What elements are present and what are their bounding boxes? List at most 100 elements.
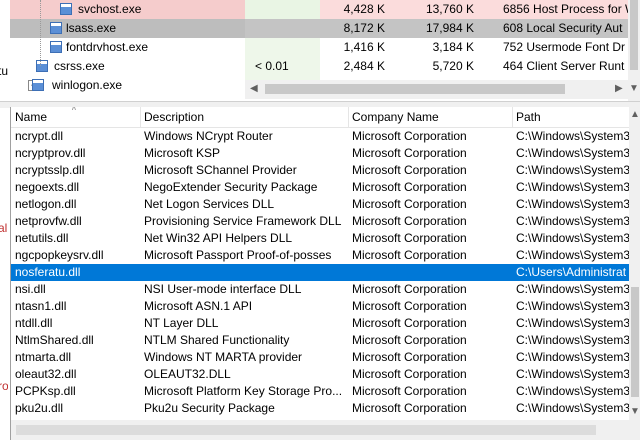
- dll-description: Net Win32 API Helpers DLL: [144, 231, 293, 245]
- scroll-thumb[interactable]: [630, 0, 638, 70]
- dll-row[interactable]: pku2u.dll Pku2u Security Package Microsoft…: [11, 400, 630, 417]
- dll-description: NTLM Shared Functionality: [144, 333, 290, 347]
- name-cell-bg: [10, 38, 245, 57]
- dll-description: Microsoft ASN.1 API: [144, 299, 253, 313]
- list-header: Name Description Company Name Path ∧: [11, 107, 629, 128]
- dll-path: C:\Windows\System3: [516, 180, 630, 194]
- dll-name: nosferatu.dll: [15, 265, 81, 279]
- name-cell-bg: [10, 19, 245, 38]
- dll-path: C:\Windows\System3: [516, 316, 630, 330]
- scroll-thumb[interactable]: [631, 287, 639, 397]
- dll-row[interactable]: nosferatu.dll C:\Users\Administrat: [11, 264, 629, 281]
- dll-path: C:\Windows\System3: [516, 163, 630, 177]
- process-row[interactable]: fontdrvhost.exe 1,416 K 3,184 K 752 Usermod…: [10, 38, 628, 57]
- dll-company: Microsoft Corporation: [352, 384, 467, 398]
- dll-name: ntdll.dll: [15, 316, 53, 330]
- dll-path: C:\Windows\System3: [516, 231, 630, 245]
- dll-company: Microsoft Corporation: [352, 401, 467, 415]
- scroll-left[interactable]: ◀: [250, 83, 258, 94]
- column-divider: [348, 107, 349, 127]
- dll-description: Microsoft Passport Proof-of-posses: [144, 248, 332, 262]
- process-name: csrss.exe: [54, 59, 105, 73]
- dll-path: C:\Windows\System3: [516, 350, 630, 364]
- process-name: winlogon.exe: [52, 78, 123, 92]
- dll-path: C:\Windows\System3: [516, 299, 630, 313]
- dll-name: PCPKsp.dll: [15, 384, 76, 398]
- dll-description: NSI User-mode interface DLL: [144, 282, 302, 296]
- dll-description: Windows NT MARTA provider: [144, 350, 303, 364]
- scroll-thumb[interactable]: [265, 84, 565, 94]
- scroll-down[interactable]: ▼: [630, 406, 640, 417]
- cpu-cell-bg: [245, 57, 320, 76]
- scroll-up[interactable]: ▲: [630, 109, 640, 120]
- dll-company: Microsoft Corporation: [352, 180, 467, 194]
- name-cell-bg: [10, 57, 245, 76]
- h-scrollbar[interactable]: [11, 420, 640, 440]
- scroll-down[interactable]: ▼: [629, 83, 639, 94]
- dll-row[interactable]: negoexts.dll NegoExtender Security Packag…: [11, 179, 630, 196]
- dll-row[interactable]: nsi.dll NSI User-mode interface DLL Micros…: [11, 281, 630, 298]
- process-icon: [36, 60, 48, 72]
- process-row[interactable]: csrss.exe < 0.01 2,484 K 5,720 K 464 Client …: [10, 57, 628, 76]
- column-divider: [140, 107, 141, 127]
- dll-name: negoexts.dll: [15, 180, 80, 194]
- sort-arrow: ∧: [71, 107, 77, 112]
- splitter[interactable]: [0, 101, 640, 108]
- dll-row[interactable]: ngcpopkeysrv.dll Microsoft Passport Proof…: [11, 247, 630, 264]
- h-scrollbar[interactable]: ◀ ▶: [245, 80, 628, 99]
- dll-name: NtlmShared.dll: [15, 333, 94, 347]
- process-name: fontdrvhost.exe: [66, 40, 149, 54]
- name-cell-bg: [10, 76, 245, 95]
- dll-name: ncrypt.dll: [15, 129, 64, 143]
- dll-row[interactable]: netprovfw.dll Provisioning Service Framew…: [11, 213, 630, 230]
- dll-row[interactable]: ncrypt.dll Windows NCrypt Router Microsoft…: [11, 128, 630, 145]
- cpu-cell-bg: [245, 19, 320, 38]
- dll-description: Pku2u Security Package: [144, 401, 275, 415]
- scroll-thumb[interactable]: [16, 425, 596, 435]
- dll-row[interactable]: NtlmShared.dll NTLM Shared Functionality M…: [11, 332, 630, 349]
- dll-row[interactable]: netutils.dll Net Win32 API Helpers DLL Mic…: [11, 230, 630, 247]
- cpu: < 0.01: [255, 59, 289, 73]
- dll-path: C:\Windows\System3: [516, 214, 630, 228]
- dll-row[interactable]: PCPKsp.dll Microsoft Platform Key Storage…: [11, 383, 630, 400]
- working-set: 17,984 K: [425, 21, 474, 35]
- dll-name: netutils.dll: [15, 231, 69, 245]
- dll-name: ntmarta.dll: [15, 350, 72, 364]
- dll-row[interactable]: ncryptprov.dll Microsoft KSP Microsoft Cor…: [11, 145, 630, 162]
- column-header[interactable]: Company Name: [352, 110, 439, 124]
- dll-path: C:\Windows\System3: [516, 248, 630, 262]
- fragment-text: al: [0, 221, 8, 235]
- column-header[interactable]: Name: [15, 110, 48, 124]
- scroll-right[interactable]: ▶: [615, 83, 623, 94]
- cpu-cell-bg: [245, 0, 320, 19]
- dll-list: Name Description Company Name Path ∧ ncrypt.d…: [10, 107, 640, 440]
- dll-name: ncryptprov.dll: [15, 146, 86, 160]
- v-scrollbar[interactable]: ▲ ▼: [629, 107, 640, 420]
- working-set: 3,184 K: [432, 40, 474, 54]
- dll-company: Microsoft Corporation: [352, 231, 467, 245]
- dll-name: pku2u.dll: [15, 401, 64, 415]
- dll-company: Microsoft Corporation: [352, 316, 467, 330]
- dll-company: Microsoft Corporation: [352, 163, 467, 177]
- process-row[interactable]: svchost.exe 4,428 K 13,760 K 6856 Host Proc…: [10, 0, 628, 19]
- dll-row[interactable]: netlogon.dll Net Logon Services DLL Micros…: [11, 196, 630, 213]
- dll-description: Net Logon Services DLL: [144, 197, 275, 211]
- v-scrollbar[interactable]: ▼: [628, 0, 640, 101]
- dll-row[interactable]: ncryptsslp.dll Microsoft SChannel Provide…: [11, 162, 630, 179]
- dll-row[interactable]: oleaut32.dll OLEAUT32.DLL Microsoft Corpor…: [11, 366, 630, 383]
- dll-row[interactable]: ntmarta.dll Windows NT MARTA provider Micr…: [11, 349, 630, 366]
- process-name: svchost.exe: [78, 2, 142, 16]
- dll-path: C:\Windows\System3: [516, 282, 630, 296]
- dll-row[interactable]: ntasn1.dll Microsoft ASN.1 API Microsoft C…: [11, 298, 630, 315]
- dll-company: Microsoft Corporation: [352, 248, 467, 262]
- dll-company: Microsoft Corporation: [352, 350, 467, 364]
- dll-row[interactable]: ntdll.dll NT Layer DLL Microsoft Corporati…: [11, 315, 630, 332]
- dll-description: Windows NCrypt Router: [144, 129, 273, 143]
- process-name: lsass.exe: [66, 21, 117, 35]
- pid-description: 608 Local Security Aut: [503, 21, 623, 35]
- process-icon: [50, 22, 62, 34]
- column-header[interactable]: Path: [516, 110, 541, 124]
- dll-path: C:\Windows\System3: [516, 367, 630, 381]
- column-header[interactable]: Description: [144, 110, 205, 124]
- process-row[interactable]: lsass.exe 8,172 K 17,984 K 608 Local Securi…: [10, 19, 628, 38]
